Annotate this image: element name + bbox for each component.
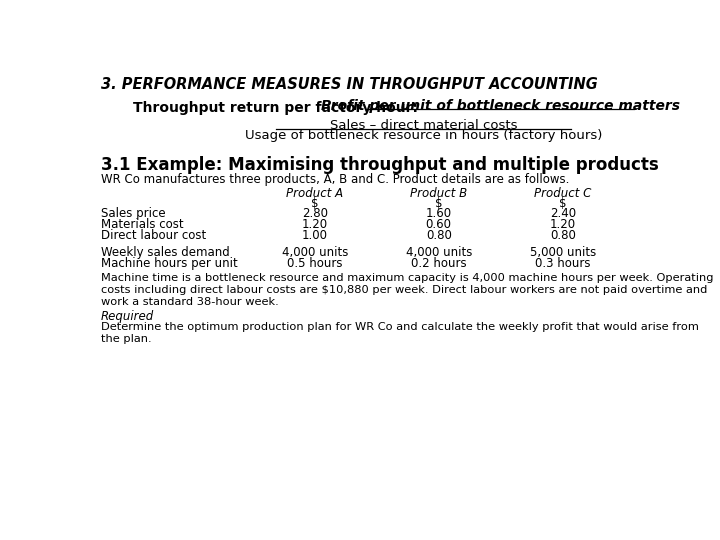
- Text: 0.80: 0.80: [426, 229, 451, 242]
- Text: Materials cost: Materials cost: [101, 218, 184, 231]
- Text: Determine the optimum production plan for WR Co and calculate the weekly profit : Determine the optimum production plan fo…: [101, 322, 698, 343]
- Text: 4,000 units: 4,000 units: [405, 246, 472, 259]
- Text: Weekly sales demand: Weekly sales demand: [101, 246, 230, 259]
- Text: 1.20: 1.20: [549, 218, 576, 231]
- Text: 1.00: 1.00: [302, 229, 328, 242]
- Text: 1.60: 1.60: [426, 207, 452, 220]
- Text: Product B: Product B: [410, 187, 467, 200]
- Text: 3.1 Example: Maximising throughput and multiple products: 3.1 Example: Maximising throughput and m…: [101, 156, 659, 174]
- Text: WR Co manufactures three products, A, B and C. Product details are as follows.: WR Co manufactures three products, A, B …: [101, 173, 570, 186]
- Text: 0.2 hours: 0.2 hours: [411, 256, 467, 269]
- Text: Sales price: Sales price: [101, 207, 166, 220]
- Text: $: $: [311, 197, 318, 210]
- Text: Profit per unit of bottleneck resource matters: Profit per unit of bottleneck resource m…: [321, 99, 680, 113]
- Text: $: $: [435, 197, 443, 210]
- Text: 0.60: 0.60: [426, 218, 451, 231]
- Text: Product C: Product C: [534, 187, 591, 200]
- Text: 2.40: 2.40: [549, 207, 576, 220]
- Text: Throughput return per factory hour:: Throughput return per factory hour:: [132, 101, 418, 115]
- Text: 3. PERFORMANCE MEASURES IN THROUGHPUT ACCOUNTING: 3. PERFORMANCE MEASURES IN THROUGHPUT AC…: [101, 77, 598, 92]
- Text: Product A: Product A: [286, 187, 343, 200]
- Text: 4,000 units: 4,000 units: [282, 246, 348, 259]
- Text: 0.3 hours: 0.3 hours: [535, 256, 590, 269]
- Text: Direct labour cost: Direct labour cost: [101, 229, 206, 242]
- Text: Usage of bottleneck resource in hours (factory hours): Usage of bottleneck resource in hours (f…: [245, 130, 602, 143]
- Text: Sales – direct material costs: Sales – direct material costs: [330, 119, 517, 132]
- Text: Machine time is a bottleneck resource and maximum capacity is 4,000 machine hour: Machine time is a bottleneck resource an…: [101, 273, 714, 307]
- Text: 2.80: 2.80: [302, 207, 328, 220]
- Text: 0.80: 0.80: [550, 229, 576, 242]
- Text: Machine hours per unit: Machine hours per unit: [101, 256, 238, 269]
- Text: $: $: [559, 197, 567, 210]
- Text: 0.5 hours: 0.5 hours: [287, 256, 343, 269]
- Text: 1.20: 1.20: [302, 218, 328, 231]
- Text: 5,000 units: 5,000 units: [530, 246, 596, 259]
- Text: Required: Required: [101, 310, 154, 323]
